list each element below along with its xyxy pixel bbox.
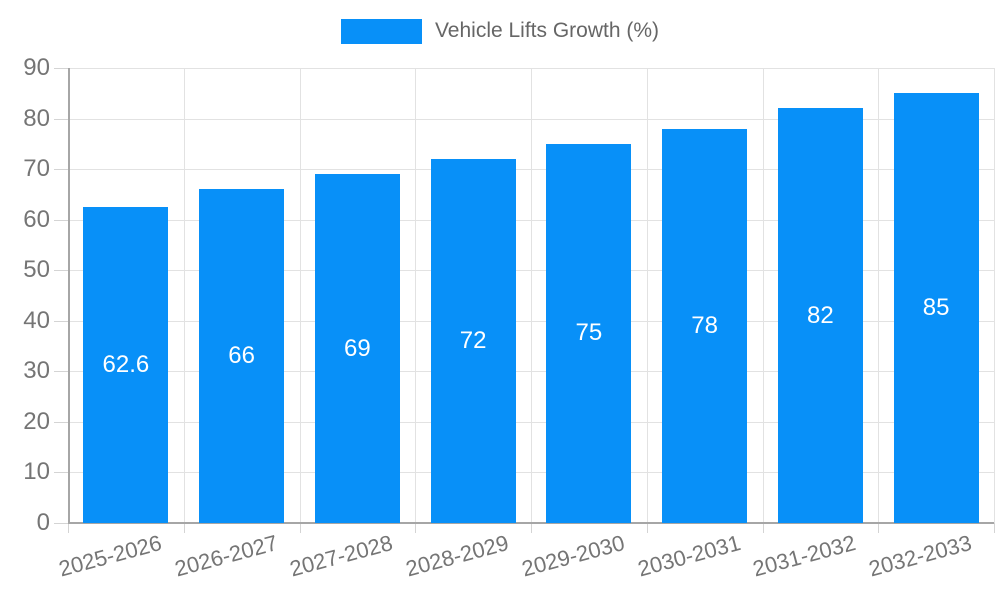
- ytick-label-90: 90: [23, 54, 50, 81]
- xtick-0: [68, 523, 69, 533]
- ytick-40: [54, 320, 68, 322]
- legend-vehicle-lifts-growth[interactable]: Vehicle Lifts Growth (%): [0, 14, 1000, 48]
- bar-2028-2029: [430, 159, 516, 523]
- bar-value-2030-2031: 78: [691, 311, 718, 339]
- legend-label: Vehicle Lifts Growth (%): [434, 19, 660, 42]
- gridline-x-2: [299, 68, 301, 523]
- xtick-2: [299, 523, 301, 533]
- ytick-label-40: 40: [23, 306, 50, 334]
- bar-2029-2030: [546, 143, 632, 523]
- bar-value-2026-2027: 66: [228, 342, 255, 370]
- gridline-x-1: [183, 68, 185, 523]
- ytick-label-60: 60: [23, 205, 50, 233]
- ytick-0: [54, 523, 68, 524]
- bar-2025-2026: [83, 206, 169, 523]
- bar-value-2028-2029: 72: [459, 327, 487, 354]
- ytick-70: [54, 169, 68, 171]
- gridline-x-7: [878, 68, 880, 523]
- ytick-label-50: 50: [23, 256, 50, 284]
- ytick-20: [54, 421, 68, 423]
- xtick-5: [646, 523, 648, 533]
- bar-2026-2027: [199, 189, 285, 523]
- ytick-50: [54, 270, 68, 272]
- bar-value-2029-2030: 75: [575, 319, 603, 347]
- y-axis-line: [68, 68, 70, 523]
- ytick-label-0: 0: [36, 509, 50, 536]
- ytick-label-80: 80: [23, 104, 50, 132]
- ytick-label-10: 10: [23, 458, 50, 486]
- xtick-6: [762, 523, 764, 533]
- xtick-3: [415, 523, 417, 533]
- bar-value-2027-2028: 69: [344, 334, 371, 362]
- ytick-90: [54, 68, 68, 69]
- bar-value-2032-2033: 85: [922, 294, 950, 322]
- ytick-label-20: 20: [23, 407, 50, 435]
- xtick-8: [994, 523, 995, 533]
- ytick-30: [54, 371, 68, 373]
- gridline-x-5: [646, 68, 648, 523]
- bar-2030-2031: [662, 128, 748, 523]
- bar-2031-2032: [777, 108, 863, 523]
- ytick-10: [54, 472, 68, 474]
- gridline-x-3: [415, 68, 417, 523]
- bar-value-2031-2032: 82: [807, 301, 834, 329]
- bar-2032-2033: [893, 93, 979, 523]
- ytick-60: [54, 219, 68, 221]
- legend-swatch: [340, 18, 422, 44]
- x-axis-line: [68, 522, 994, 524]
- ytick-label-30: 30: [23, 357, 50, 385]
- bar-value-2025-2026: 62.6: [102, 350, 150, 378]
- bar-2027-2028: [314, 174, 400, 523]
- gridline-x-4: [531, 68, 532, 523]
- gridline-x-8: [994, 68, 995, 523]
- gridline-x-6: [762, 68, 764, 523]
- xtick-1: [183, 523, 185, 533]
- xtick-7: [878, 523, 880, 533]
- ytick-80: [54, 118, 68, 120]
- xtick-4: [531, 523, 532, 533]
- ytick-label-70: 70: [23, 155, 50, 183]
